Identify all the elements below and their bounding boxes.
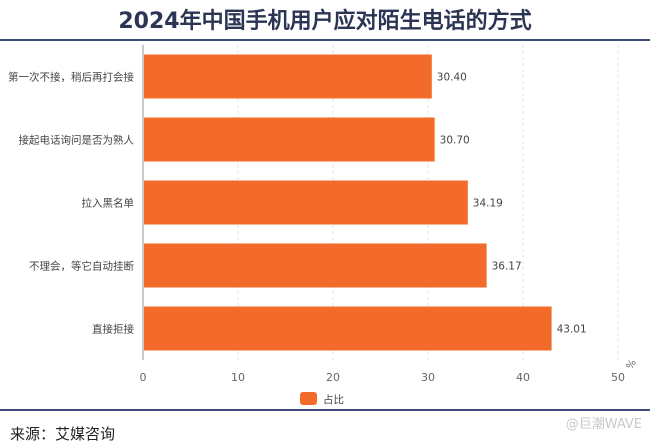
- bar: [144, 243, 487, 288]
- category-label: 第一次不接，稍后再打会接: [8, 71, 134, 84]
- legend-label: 占比: [323, 393, 344, 406]
- x-tick-label: 10: [231, 371, 245, 384]
- x-tick-label: 40: [516, 371, 530, 384]
- x-unit-label: %: [625, 358, 639, 372]
- source-note: 来源：艾媒咨询: [10, 425, 116, 443]
- category-label: 接起电话询问是否为熟人: [19, 134, 135, 147]
- bar: [144, 180, 468, 225]
- title-divider: [0, 39, 650, 41]
- category-label: 拉入黑名单: [82, 197, 135, 210]
- x-tick-label: 30: [421, 371, 435, 384]
- footer-divider: [0, 409, 650, 411]
- category-label: 不理会，等它自动挂断: [29, 260, 134, 273]
- bar: [144, 117, 435, 162]
- category-label: 直接拒接: [92, 323, 134, 336]
- value-label: 36.17: [492, 261, 522, 273]
- bar: [144, 54, 432, 99]
- value-label: 30.40: [437, 72, 467, 84]
- bar-chart: 0 10 20 30 40 50% 第一次不接，稍后再打会接 30.40 接起电话询问是否为熟人…: [8, 45, 639, 406]
- value-label: 30.70: [440, 135, 470, 147]
- legend-swatch: [300, 392, 317, 405]
- chart-title: 2024年中国手机用户应对陌生电话的方式: [118, 9, 532, 34]
- x-tick-label: 20: [326, 371, 340, 384]
- x-tick-label: 0: [140, 371, 147, 384]
- value-label: 34.19: [473, 198, 503, 210]
- watermark: @巨潮WAVE: [565, 417, 642, 432]
- x-tick-label: 50: [611, 371, 625, 384]
- bar: [144, 306, 552, 351]
- value-label: 43.01: [557, 324, 587, 336]
